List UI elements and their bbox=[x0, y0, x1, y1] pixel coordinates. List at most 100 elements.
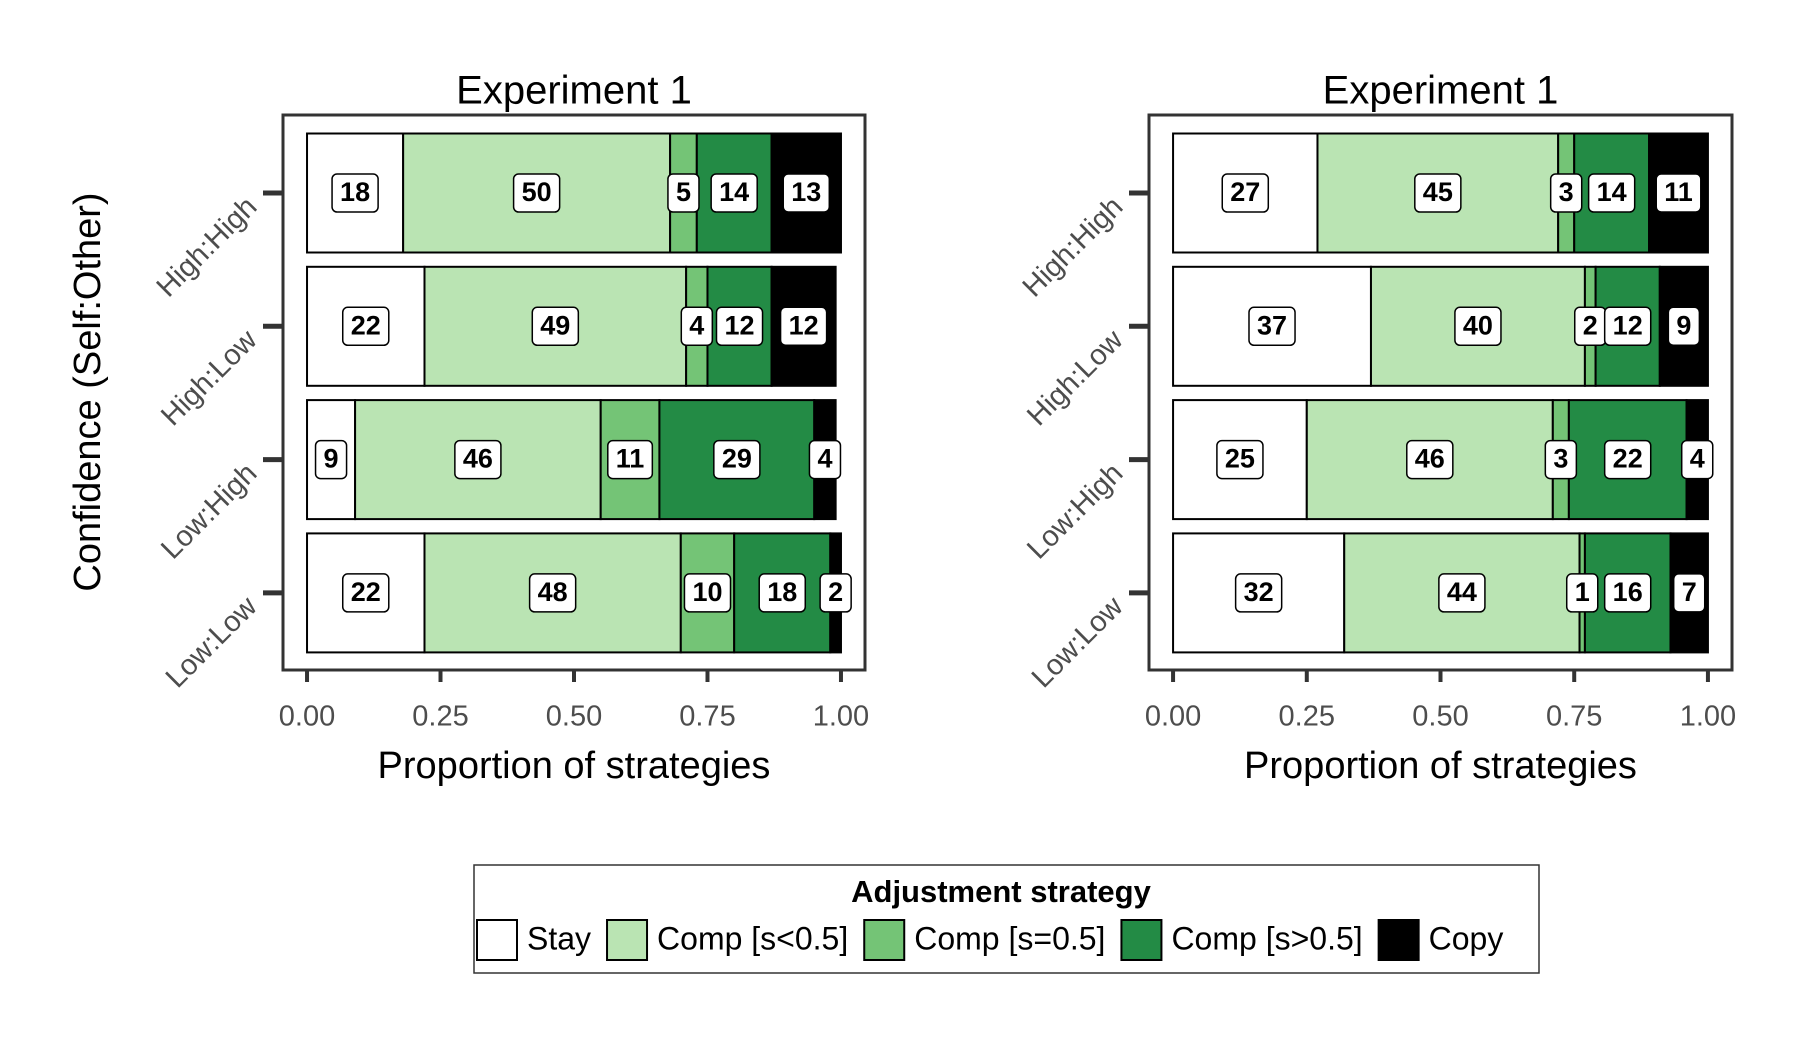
value-label-text: 11 bbox=[1664, 177, 1693, 207]
y-tick-label: High:High bbox=[151, 191, 264, 304]
value-label-box bbox=[1248, 306, 1296, 347]
value-label-text: 16 bbox=[1613, 577, 1643, 607]
value-label-box bbox=[1216, 439, 1264, 480]
y-tick-label: Low:Low bbox=[160, 590, 264, 694]
value-label-box bbox=[1587, 173, 1636, 213]
value-label: 9 bbox=[1667, 306, 1701, 347]
value-label: 7 bbox=[1672, 573, 1706, 613]
x-tick-label: 0.50 bbox=[1412, 701, 1468, 733]
value-label: 9 bbox=[314, 439, 348, 480]
value-label: 22 bbox=[1603, 439, 1652, 480]
value-label-text: 46 bbox=[463, 444, 493, 474]
legend-label: Comp [s>0.5] bbox=[1171, 920, 1362, 956]
value-label: 5 bbox=[667, 173, 700, 213]
x-tick-label: 0.25 bbox=[1279, 701, 1335, 733]
x-tick-label: 1.00 bbox=[1680, 701, 1736, 733]
value-label-text: 12 bbox=[1613, 310, 1643, 340]
value-label-text: 4 bbox=[689, 310, 704, 340]
value-label-text: 7 bbox=[1682, 577, 1697, 607]
value-label-text: 14 bbox=[719, 177, 749, 207]
value-label: 13 bbox=[782, 173, 831, 213]
value-label: 27 bbox=[1221, 173, 1270, 213]
legend-key bbox=[1377, 919, 1420, 961]
value-label-box bbox=[607, 439, 654, 480]
value-label: 1 bbox=[1565, 573, 1599, 613]
value-label: 25 bbox=[1216, 439, 1264, 480]
legend-key bbox=[1120, 919, 1163, 961]
value-label-box bbox=[715, 306, 764, 347]
value-label-text: 22 bbox=[351, 577, 381, 607]
y-tick-label: High:High bbox=[1017, 191, 1130, 304]
value-label-box bbox=[331, 173, 379, 213]
x-tick-label: 0.50 bbox=[546, 701, 602, 733]
legend-key bbox=[476, 919, 518, 961]
value-label-text: 3 bbox=[1553, 444, 1568, 474]
value-label-text: 4 bbox=[1690, 444, 1705, 474]
value-label: 45 bbox=[1414, 173, 1462, 213]
value-label: 48 bbox=[528, 573, 577, 613]
value-label: 22 bbox=[341, 306, 390, 347]
value-label: 4 bbox=[808, 439, 842, 480]
value-label: 49 bbox=[531, 306, 580, 347]
value-label: 18 bbox=[758, 573, 807, 613]
value-label-text: 40 bbox=[1463, 310, 1493, 340]
value-label-text: 32 bbox=[1244, 577, 1274, 607]
value-label-text: 25 bbox=[1225, 444, 1255, 474]
chart-title: Experiment 1 bbox=[456, 69, 692, 113]
value-label-text: 18 bbox=[340, 177, 370, 207]
value-label-text: 18 bbox=[767, 577, 797, 607]
value-label-box bbox=[713, 439, 761, 480]
value-label-text: 29 bbox=[722, 444, 752, 474]
value-label-box bbox=[1544, 439, 1578, 480]
legend-title: Adjustment strategy bbox=[851, 874, 1151, 909]
value-label: 22 bbox=[341, 573, 390, 613]
value-label-box bbox=[1221, 173, 1270, 213]
value-label: 32 bbox=[1234, 573, 1283, 613]
value-label-box bbox=[1667, 306, 1701, 347]
x-tick-label: 1.00 bbox=[813, 701, 869, 733]
value-label-box bbox=[1406, 439, 1454, 480]
value-label-text: 45 bbox=[1423, 177, 1453, 207]
value-label-text: 49 bbox=[540, 310, 570, 340]
x-tick-label: 0.00 bbox=[1145, 701, 1201, 733]
legend-key bbox=[606, 919, 649, 961]
value-label: 14 bbox=[710, 173, 758, 213]
value-label-text: 13 bbox=[791, 177, 821, 207]
value-label: 29 bbox=[713, 439, 761, 480]
x-tick-label: 0.25 bbox=[412, 701, 468, 733]
value-label-text: 14 bbox=[1597, 177, 1627, 207]
value-label-text: 48 bbox=[538, 577, 568, 607]
value-label-box bbox=[779, 306, 828, 347]
y-tick-label: High:Low bbox=[1021, 323, 1130, 432]
value-label: 11 bbox=[607, 439, 654, 480]
value-label-text: 9 bbox=[324, 444, 339, 474]
value-label-box bbox=[1234, 573, 1283, 613]
value-label-box bbox=[512, 173, 561, 213]
value-label-box bbox=[808, 439, 842, 480]
value-label-box bbox=[454, 439, 502, 480]
value-label-box bbox=[1655, 173, 1702, 213]
legend-label: Copy bbox=[1429, 920, 1504, 956]
value-label-text: 11 bbox=[616, 444, 645, 474]
y-tick-label: Low:High bbox=[155, 457, 263, 565]
value-label: 3 bbox=[1544, 439, 1578, 480]
legend-key bbox=[863, 919, 906, 961]
value-label: 18 bbox=[331, 173, 379, 213]
legend-label: Comp [s=0.5] bbox=[914, 920, 1105, 956]
value-label: 12 bbox=[1603, 306, 1652, 347]
value-label-text: 12 bbox=[724, 310, 754, 340]
y-axis-title: Confidence (Self:Other) bbox=[67, 192, 109, 591]
value-label: 40 bbox=[1454, 306, 1502, 347]
value-label-text: 3 bbox=[1559, 177, 1574, 207]
value-label-text: 22 bbox=[1613, 444, 1643, 474]
value-label: 2 bbox=[819, 573, 852, 613]
value-label: 12 bbox=[715, 306, 764, 347]
value-label: 11 bbox=[1655, 173, 1702, 213]
value-label-box bbox=[680, 306, 714, 347]
value-label-text: 4 bbox=[817, 444, 832, 474]
value-label-box bbox=[1603, 573, 1652, 613]
y-tick-label: High:Low bbox=[155, 323, 264, 432]
value-label: 12 bbox=[779, 306, 828, 347]
value-label-box bbox=[314, 439, 348, 480]
value-label-box bbox=[1680, 439, 1714, 480]
